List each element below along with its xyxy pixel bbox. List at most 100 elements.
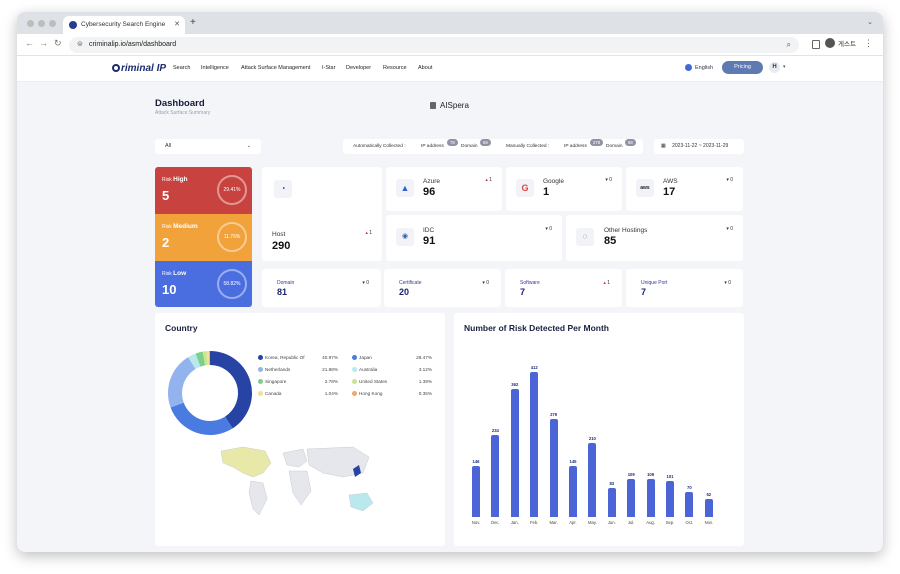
chart-bar[interactable] <box>607 487 616 517</box>
delta-up-icon: ▴ <box>485 177 488 183</box>
chart-bar[interactable] <box>491 434 500 517</box>
risk-level: High <box>173 176 188 183</box>
maximize-window-icon[interactable] <box>49 20 56 27</box>
donut-slice-7[interactable] <box>209 351 210 366</box>
scope-select[interactable]: All ⌄ <box>155 139 261 154</box>
other-hostings-icon: ◌ <box>576 228 594 246</box>
chart-bar[interactable] <box>627 478 636 517</box>
tab-search-chevron-icon[interactable]: ⌄ <box>867 19 873 26</box>
chart-bar[interactable] <box>646 478 655 517</box>
bar-value-label: 279 <box>550 411 558 417</box>
domain-card[interactable]: Domain 81 ▾ 0 <box>262 269 381 307</box>
pricing-button[interactable]: Pricing <box>722 61 763 74</box>
aws-count: 17 <box>663 186 676 198</box>
language-selector[interactable]: English <box>685 64 713 71</box>
donut-slice-6[interactable] <box>206 351 210 366</box>
new-tab-icon[interactable]: + <box>190 17 196 28</box>
manual-collected-label: Manually Collected : <box>506 144 550 149</box>
side-panel-icon[interactable] <box>812 40 820 49</box>
domain-count: 81 <box>277 287 288 297</box>
chart-bar[interactable] <box>549 418 558 517</box>
globe-icon <box>685 64 692 71</box>
certificate-title: Certificate <box>399 280 422 286</box>
bar-value-label: 145 <box>569 458 577 464</box>
country-name: Australia <box>359 367 378 372</box>
azure-title: Azure <box>423 178 440 185</box>
back-icon[interactable]: ← <box>25 38 34 48</box>
other-hostings-card[interactable]: ◌ Other Hostings 85 ▾ 0 <box>566 215 743 261</box>
software-card[interactable]: Software 7 ▴ 1 <box>505 269 622 307</box>
chart-bar[interactable] <box>666 481 674 517</box>
browser-menu-icon[interactable]: ⋮ <box>864 38 873 48</box>
bar-value-label: 109 <box>627 471 635 477</box>
x-tick-label: Aug. <box>646 520 655 525</box>
risk-level: Low <box>173 270 187 277</box>
site-info-icon[interactable]: ⊜ <box>77 41 83 48</box>
profile-button[interactable]: 게스트 <box>825 38 856 48</box>
chart-bar[interactable] <box>530 371 539 517</box>
idc-card[interactable]: ◉ IDC 91 ▾ 0 <box>386 215 562 261</box>
donut-slice-3[interactable] <box>188 353 201 370</box>
chart-bar[interactable] <box>510 389 519 517</box>
x-tick-label: Oct. <box>685 520 694 525</box>
donut-slice-1[interactable] <box>170 402 233 435</box>
unique-port-card[interactable]: Unique Port 7 ▾ 0 <box>626 269 743 307</box>
criminal-ip-logo[interactable]: riminal IP <box>112 63 166 74</box>
legend-swatch <box>258 367 263 372</box>
europe-region <box>282 448 308 468</box>
world-map <box>220 446 374 516</box>
nav-attack-surface-management[interactable]: Attack Surface Management <box>241 65 311 71</box>
country-percent: 21.88% <box>322 367 338 372</box>
country-percent: 1.04% <box>324 391 338 396</box>
minimize-window-icon[interactable] <box>38 20 45 27</box>
unique-port-delta: ▾ 0 <box>724 280 731 286</box>
aws-card[interactable]: aws AWS 17 ▾ 0 <box>626 167 743 211</box>
certificate-delta: ▾ 0 <box>482 280 489 286</box>
risk-high-count: 5 <box>162 188 170 203</box>
user-menu-caret-icon[interactable]: ▾ <box>783 64 786 70</box>
risk-high-card[interactable]: Risk High 5 29.41% <box>155 167 252 214</box>
host-card[interactable]: ◔ Host 290 ▴ 1 <box>262 167 382 261</box>
google-card[interactable]: G Google 1 ▾ 0 <box>506 167 622 211</box>
idc-delta: ▾ 0 <box>545 226 552 232</box>
chart-bar[interactable] <box>569 465 577 517</box>
country-percent: 3.12% <box>418 367 432 372</box>
close-window-icon[interactable] <box>27 20 34 27</box>
country-name: Hong Kong <box>359 391 383 396</box>
delta-flat-icon: ▾ <box>605 177 608 183</box>
browser-tab[interactable]: Cybersecurity Search Engine ✕ <box>63 16 185 34</box>
user-avatar[interactable]: H <box>769 62 780 73</box>
nav-search[interactable]: Search <box>173 65 191 71</box>
certificate-card[interactable]: Certificate 20 ▾ 0 <box>384 269 501 307</box>
close-tab-icon[interactable]: ✕ <box>174 21 180 28</box>
chart-bar[interactable] <box>472 465 480 517</box>
donut-slice-5[interactable] <box>202 351 208 366</box>
donut-slice-0[interactable] <box>210 351 252 429</box>
nav-about[interactable]: About <box>418 65 433 71</box>
risk-medium-card[interactable]: Risk Medium 2 11.76% <box>155 214 252 261</box>
nav-i-star[interactable]: I-Star <box>322 65 336 71</box>
reload-icon[interactable]: ↻ <box>54 38 62 48</box>
tab-title: Cybersecurity Search Engine <box>81 21 166 28</box>
azure-card[interactable]: ▲ Azure 96 ▴ 1 <box>386 167 502 211</box>
legend-swatch <box>258 379 263 384</box>
chart-bar[interactable] <box>588 443 597 517</box>
address-bar[interactable]: ⊜ criminalip.io/asm/dashboard ⌕ <box>69 37 799 53</box>
x-tick-label: Sep. <box>665 520 675 525</box>
nav-intelligence[interactable]: Intelligence <box>201 65 229 71</box>
software-delta: ▴ 1 <box>603 280 610 286</box>
chart-bar[interactable] <box>704 498 713 517</box>
chart-bar[interactable] <box>685 492 694 517</box>
donut-slice-2[interactable] <box>168 357 196 408</box>
search-icon[interactable]: ⌕ <box>786 40 791 49</box>
date-range-picker[interactable]: ▦ 2023-11-22 ~ 2023-11-29 <box>654 139 744 154</box>
country-legend-item: Japan 28.47% <box>352 355 432 360</box>
risk-low-card[interactable]: Risk Low 10 58.82% <box>155 261 252 307</box>
nav-developer[interactable]: Developer <box>346 65 372 71</box>
forward-icon[interactable]: → <box>39 38 48 48</box>
donut-slice-4[interactable] <box>195 351 206 367</box>
risk-high-gauge: 29.41% <box>217 175 247 205</box>
nav-resource[interactable]: Resource <box>383 65 407 71</box>
x-tick-label: Jul. <box>627 520 635 525</box>
bar-value-label: 52 <box>706 491 712 497</box>
